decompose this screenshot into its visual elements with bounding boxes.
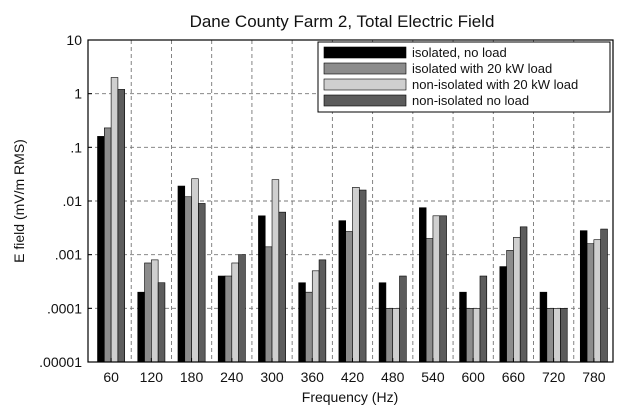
bar-420-series-2 — [345, 231, 353, 363]
x-tick-label: 660 — [502, 369, 526, 385]
bar-300-series-2 — [264, 246, 273, 363]
bar-180-series-1 — [177, 185, 186, 363]
legend-swatch — [323, 62, 407, 75]
bar-480-series-2 — [385, 308, 394, 363]
bar-780-series-4 — [600, 228, 608, 363]
bar-480-series-1 — [378, 282, 387, 363]
bar-720-series-2 — [546, 308, 554, 363]
bar-300-series-3 — [271, 179, 280, 363]
bar-180-series-4 — [198, 203, 206, 363]
bar-360-series-4 — [318, 259, 327, 363]
x-axis-label: Frequency (Hz) — [302, 389, 398, 405]
x-tick-label: 120 — [140, 369, 164, 385]
bar-600-series-1 — [459, 291, 467, 363]
y-tick-label: .1 — [70, 139, 82, 155]
bar-420-series-3 — [352, 187, 360, 363]
bar-720-series-3 — [553, 308, 561, 363]
bar-720-series-4 — [560, 308, 568, 363]
bar-480-series-4 — [399, 275, 407, 363]
ticks: 10 1 .1 .01 .001 .0001 .00001 60 120 180 240 300 360… — [39, 32, 606, 385]
x-tick-label: 360 — [301, 369, 325, 385]
y-axis-label: E field (mV/m RMS) — [11, 139, 27, 263]
y-tick-label: .0001 — [47, 300, 82, 316]
bar-660-series-4 — [519, 226, 528, 363]
bar-720-series-1 — [539, 291, 548, 363]
grid — [88, 40, 613, 362]
bar-300-series-1 — [258, 215, 266, 363]
bar-60-series-3 — [110, 77, 119, 363]
bar-120-series-3 — [151, 259, 159, 363]
y-tick-label: 10 — [66, 32, 82, 48]
x-tick-label: 240 — [220, 369, 244, 385]
y-tick-label: 1 — [74, 86, 82, 102]
x-tick-label: 600 — [462, 369, 486, 385]
bar-420-series-4 — [358, 189, 367, 363]
x-tick-label: 540 — [421, 369, 445, 385]
legend-swatch — [323, 94, 407, 107]
bar-60-series-2 — [104, 127, 112, 363]
bars — [97, 77, 608, 363]
bar-600-series-4 — [479, 275, 488, 363]
x-tick-label: 60 — [103, 369, 119, 385]
bar-240-series-2 — [224, 275, 233, 363]
bar-360-series-2 — [305, 291, 313, 363]
bar-780-series-3 — [593, 239, 601, 363]
bar-660-series-2 — [506, 250, 514, 363]
legend-label: isolated with 20 kW load — [412, 61, 552, 76]
legend-label: non-isolated with 20 kW load — [412, 77, 578, 92]
legend-label: non-isolated no load — [412, 93, 529, 108]
bar-180-series-2 — [184, 196, 192, 363]
x-tick-label: 300 — [260, 369, 284, 385]
bar-600-series-2 — [466, 308, 474, 363]
bar-540-series-2 — [425, 238, 434, 363]
bar-120-series-4 — [157, 282, 166, 363]
x-tick-label: 420 — [341, 369, 365, 385]
bar-180-series-3 — [191, 178, 199, 363]
x-tick-label: 720 — [542, 369, 566, 385]
bar-240-series-1 — [217, 275, 226, 363]
legend-swatch — [323, 78, 407, 91]
bar-300-series-4 — [278, 211, 286, 363]
bar-60-series-1 — [97, 136, 105, 363]
bar-60-series-4 — [117, 89, 126, 363]
x-tick-label: 180 — [180, 369, 204, 385]
bar-360-series-1 — [298, 282, 306, 363]
bar-540-series-3 — [432, 215, 441, 363]
bar-540-series-4 — [439, 215, 447, 363]
bar-660-series-1 — [499, 266, 507, 363]
bar-780-series-2 — [586, 243, 595, 363]
bar-120-series-1 — [137, 291, 145, 363]
bar-480-series-3 — [392, 308, 400, 363]
y-tick-label: .00001 — [39, 354, 82, 370]
x-tick-label: 480 — [381, 369, 405, 385]
bar-360-series-3 — [311, 270, 320, 363]
bar-420-series-1 — [338, 220, 346, 363]
bar-540-series-1 — [419, 207, 427, 363]
y-tick-label: .001 — [55, 247, 82, 263]
bar-240-series-4 — [238, 254, 246, 363]
bar-120-series-2 — [144, 262, 152, 363]
legend-swatch — [323, 46, 407, 59]
bar-600-series-3 — [472, 308, 481, 363]
x-tick-label: 780 — [582, 369, 606, 385]
bar-240-series-3 — [231, 262, 239, 363]
bar-660-series-3 — [513, 237, 521, 363]
y-tick-label: .01 — [63, 193, 83, 209]
chart-title: Dane County Farm 2, Total Electric Field — [190, 12, 495, 31]
legend-label: isolated, no load — [412, 45, 507, 60]
bar-780-series-1 — [579, 230, 588, 363]
